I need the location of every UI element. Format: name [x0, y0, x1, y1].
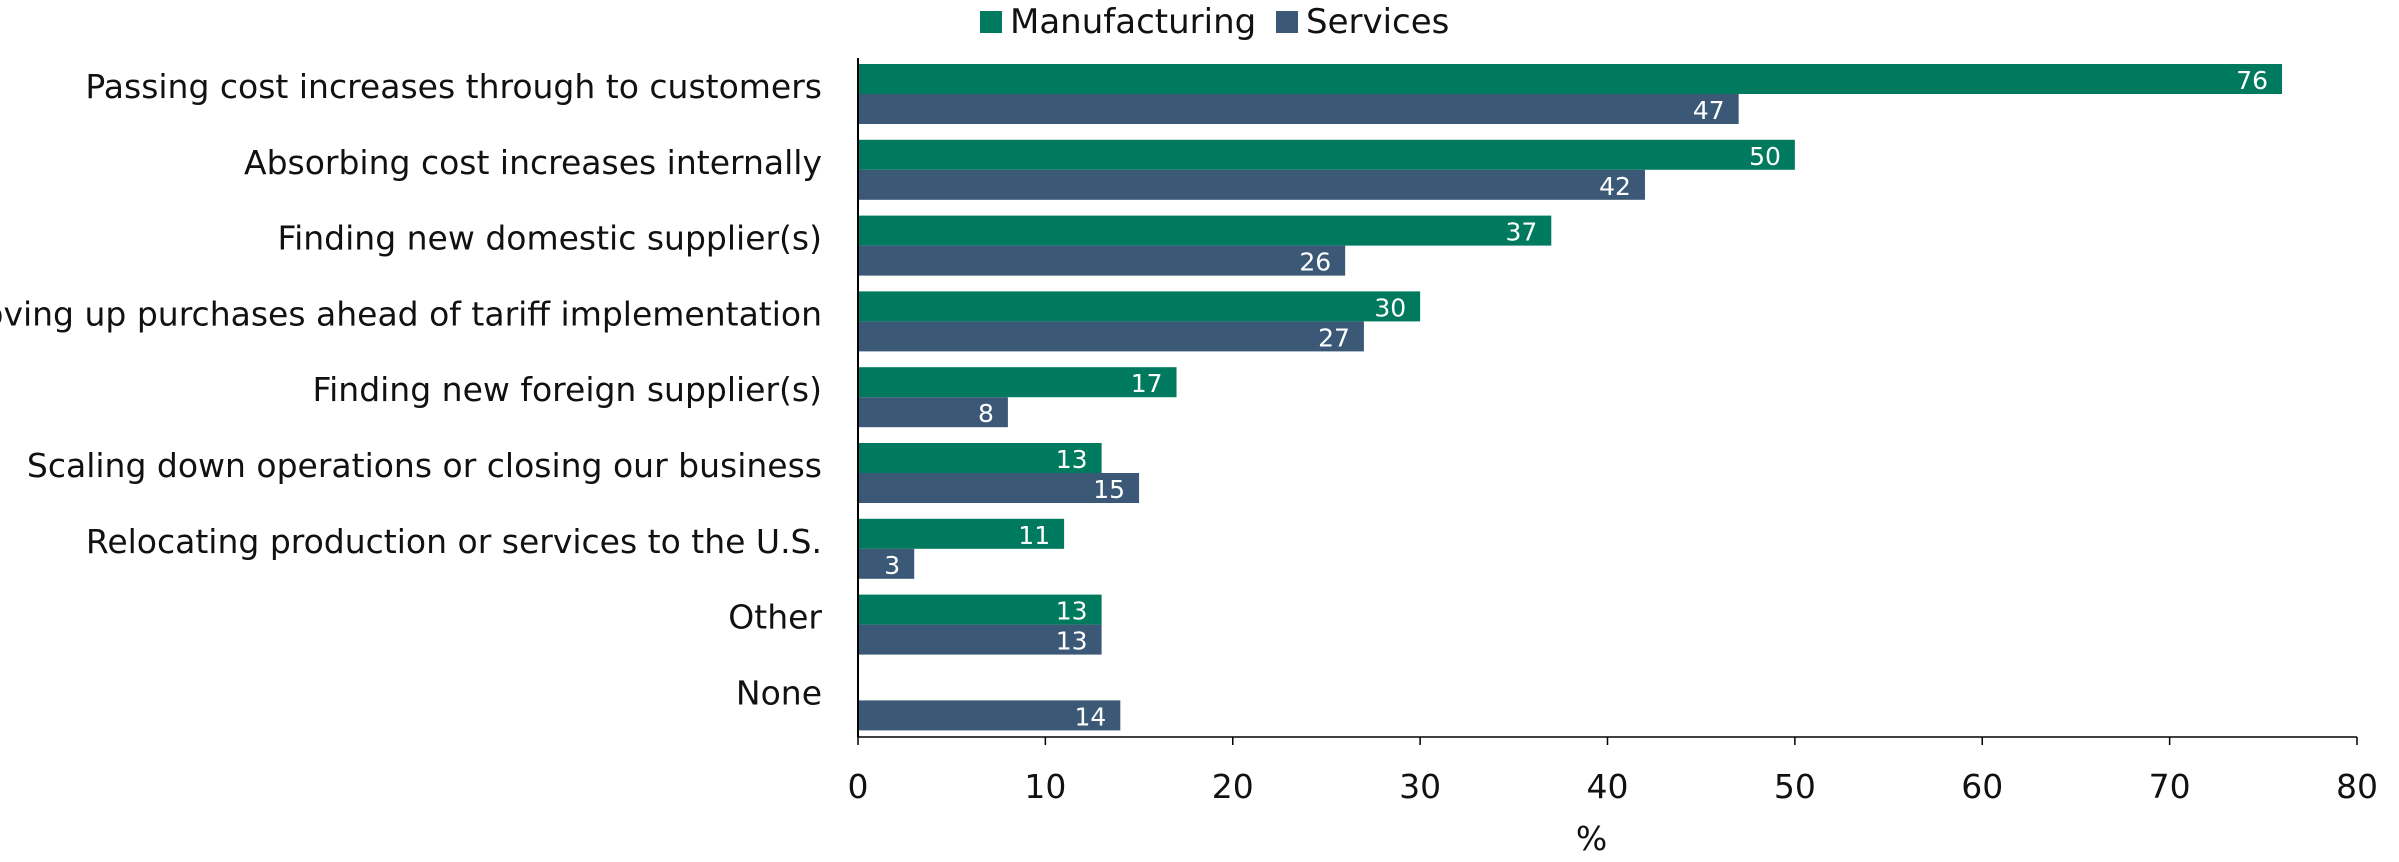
- bar-services: [858, 245, 1346, 276]
- x-tick-label: 40: [1587, 767, 1629, 806]
- data-label-services: 26: [1299, 248, 1331, 277]
- category-label: None: [736, 673, 822, 712]
- x-tick-label: 0: [848, 767, 869, 806]
- bar-manufacturing: [858, 518, 1065, 549]
- bar-services: [858, 624, 1102, 655]
- legend-label-services: Services: [1306, 2, 1449, 42]
- x-axis-title: %: [1576, 819, 1607, 858]
- category-label: Scaling down operations or closing our b…: [27, 446, 822, 485]
- category-label: Finding new foreign supplier(s): [313, 370, 822, 409]
- bar-services: [858, 321, 1364, 352]
- bar-manufacturing: [858, 291, 1421, 322]
- data-label-services: 42: [1599, 172, 1631, 201]
- x-tick-label: 60: [1961, 767, 2003, 806]
- x-tick-label: 70: [2149, 767, 2191, 806]
- data-label-manufacturing: 11: [1018, 521, 1050, 550]
- data-label-services: 8: [978, 399, 994, 428]
- x-tick-label: 30: [1399, 767, 1441, 806]
- data-label-manufacturing: 30: [1374, 293, 1406, 322]
- data-label-manufacturing: 13: [1056, 445, 1088, 474]
- bar-manufacturing: [858, 64, 2283, 94]
- x-tick-label: 20: [1212, 767, 1254, 806]
- data-label-manufacturing: 17: [1131, 369, 1163, 398]
- data-label-services: 3: [884, 551, 900, 580]
- data-label-manufacturing: 13: [1056, 597, 1088, 626]
- data-label-services: 27: [1318, 323, 1350, 352]
- bar-services: [858, 548, 915, 579]
- x-tick-label: 80: [2336, 767, 2378, 806]
- category-label: Other: [728, 598, 822, 637]
- data-label-manufacturing: 76: [2236, 66, 2268, 95]
- x-tick-label: 10: [1024, 767, 1066, 806]
- bar-services: [858, 94, 1739, 124]
- bar-manufacturing: [858, 215, 1552, 246]
- data-label-services: 47: [1693, 96, 1725, 125]
- x-tick-label: 50: [1774, 767, 1816, 806]
- category-label: Absorbing cost increases internally: [244, 143, 822, 182]
- data-label-services: 14: [1075, 702, 1107, 731]
- bar-services: [858, 700, 1121, 731]
- legend-swatch-manufacturing: [980, 11, 1002, 33]
- data-label-manufacturing: 50: [1749, 142, 1781, 171]
- data-label-services: 13: [1056, 627, 1088, 656]
- bar-services: [858, 473, 1140, 503]
- bar-services: [858, 169, 1645, 200]
- bar-manufacturing: [858, 443, 1102, 473]
- bar-manufacturing: [858, 594, 1102, 625]
- legend-swatch-services: [1276, 11, 1298, 33]
- data-label-manufacturing: 37: [1505, 218, 1537, 247]
- data-label-services: 15: [1093, 475, 1125, 504]
- category-label: Relocating production or services to the…: [86, 522, 822, 561]
- category-label: Passing cost increases through to custom…: [85, 67, 822, 106]
- bar-manufacturing: [858, 139, 1795, 170]
- legend-label-manufacturing: Manufacturing: [1010, 2, 1256, 42]
- bar-manufacturing: [858, 367, 1177, 398]
- bar-services: [858, 397, 1008, 428]
- category-label: Finding new domestic supplier(s): [278, 219, 823, 258]
- category-label: Moving up purchases ahead of tariff impl…: [0, 294, 822, 333]
